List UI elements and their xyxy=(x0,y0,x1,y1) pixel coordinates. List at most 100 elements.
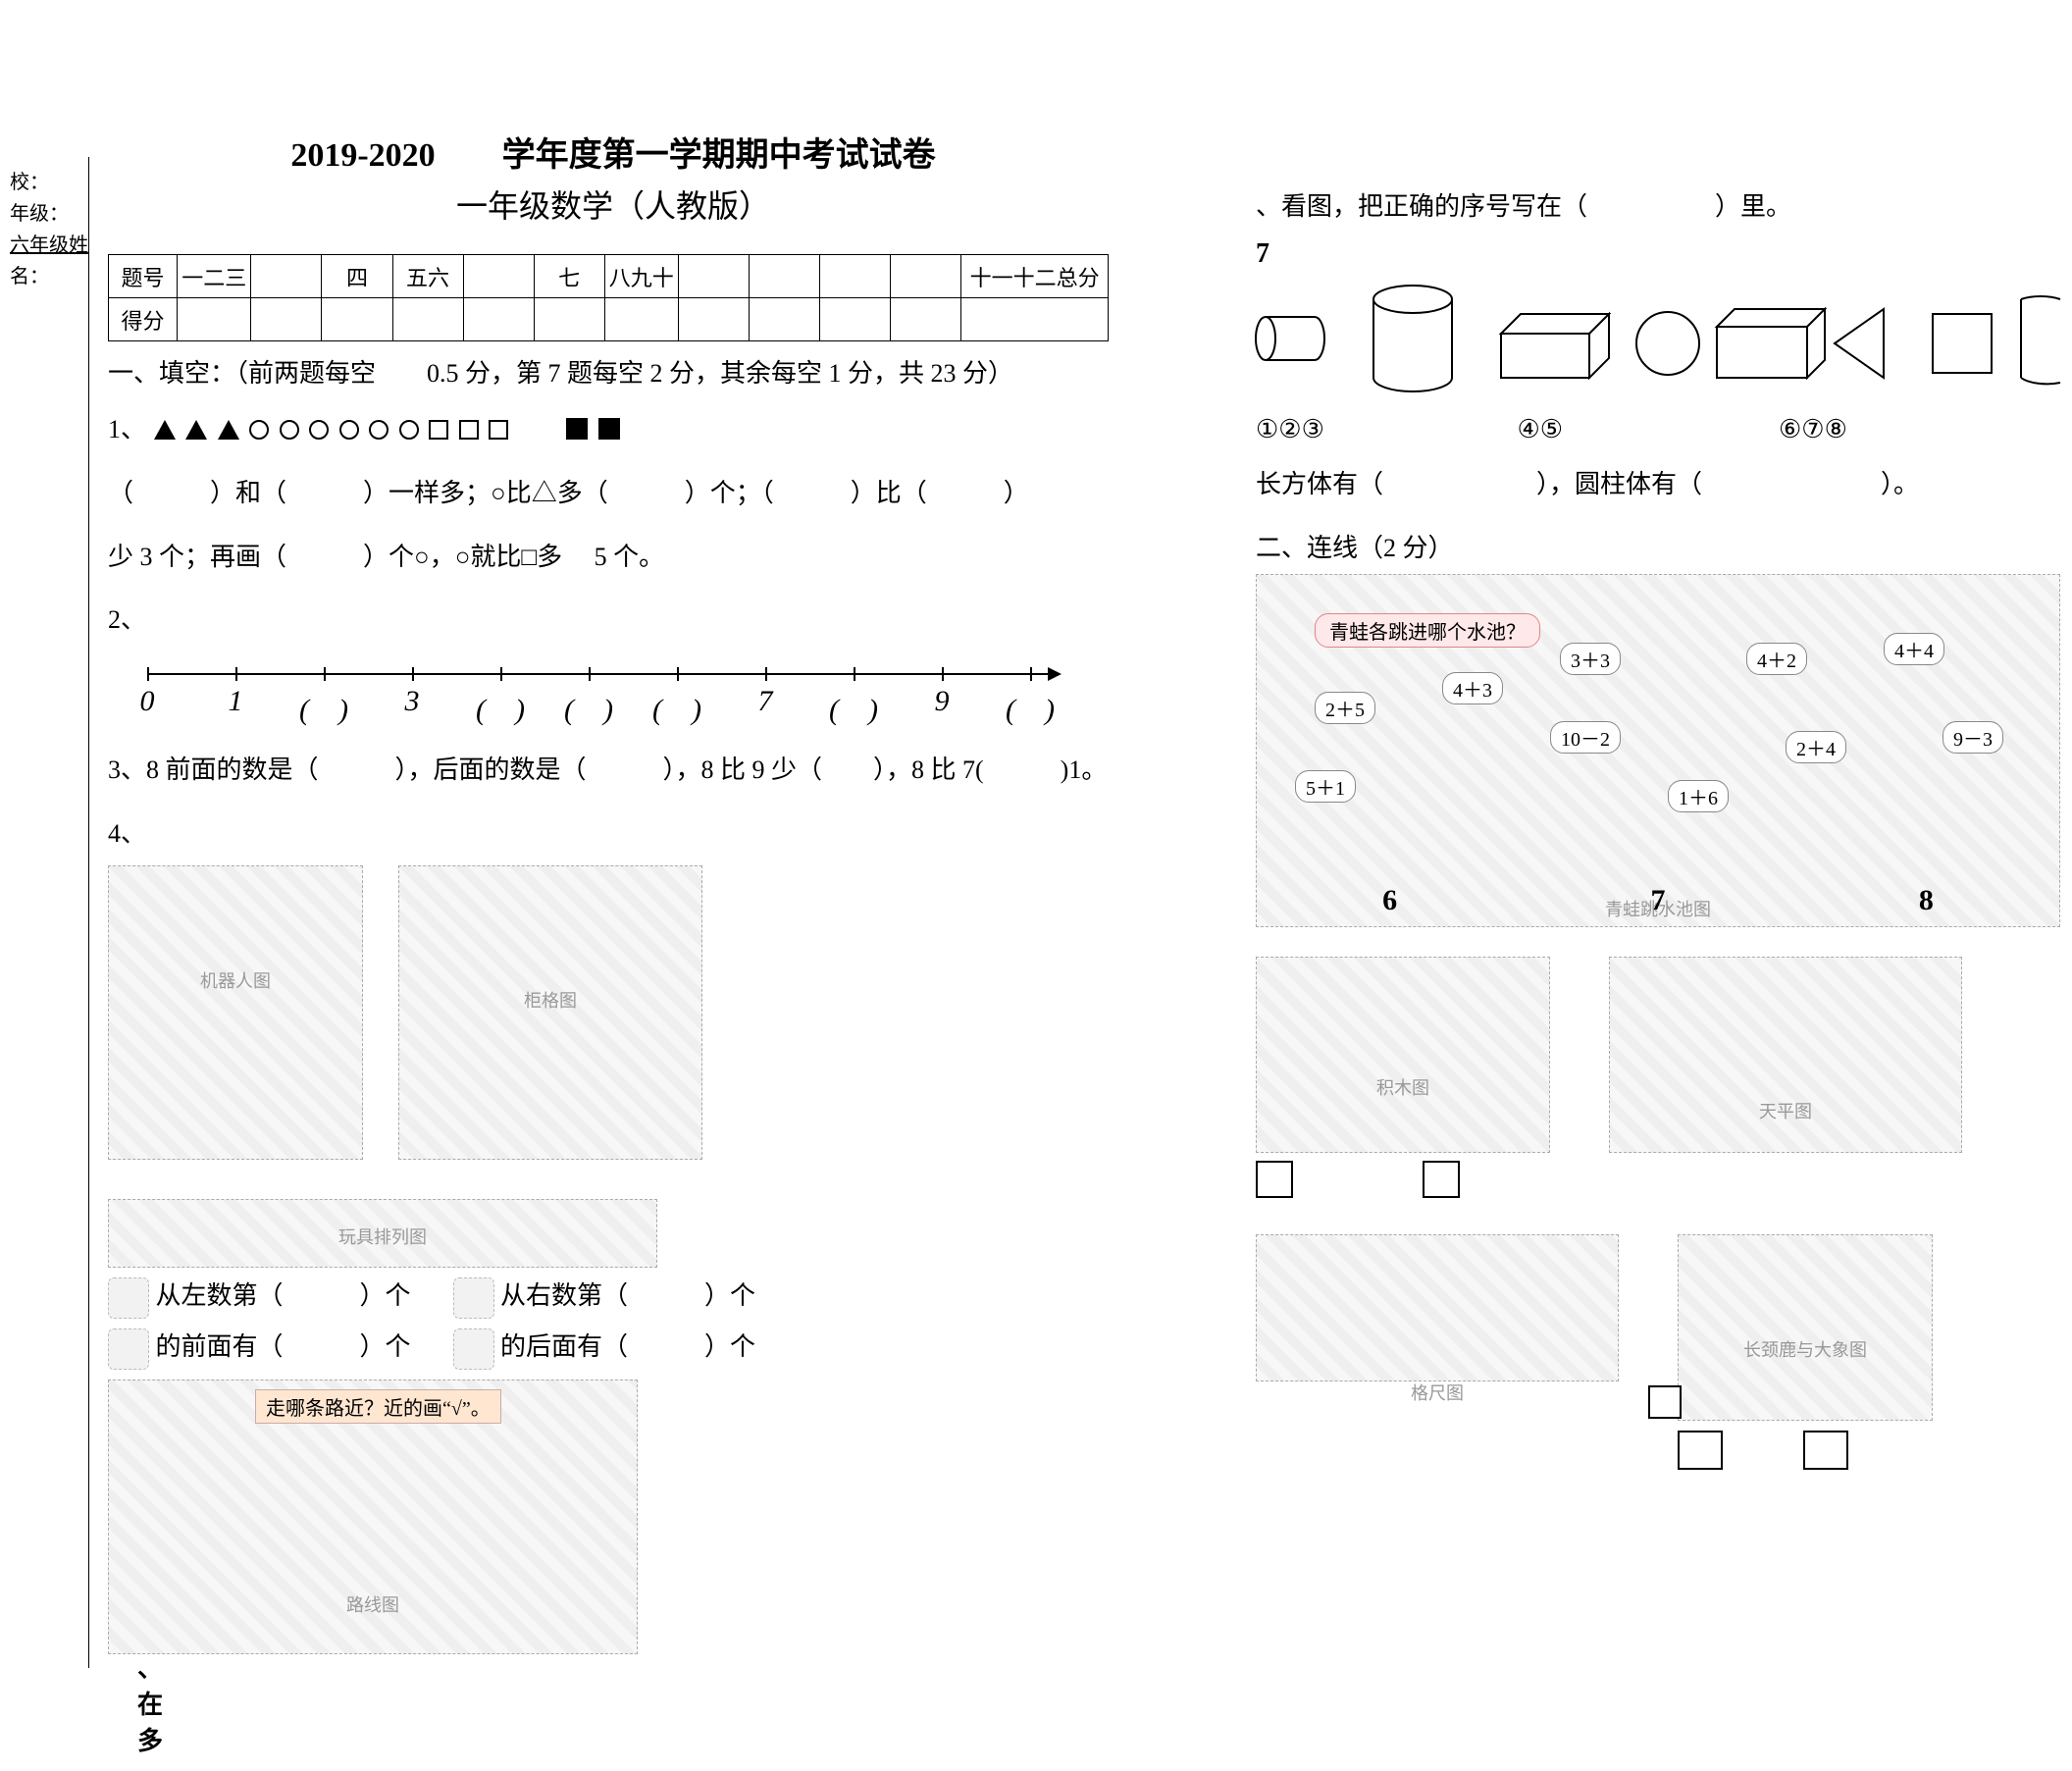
binding-margin: 校： 年级： 六年级姓 名： xyxy=(10,167,88,292)
sv-0 xyxy=(178,298,251,341)
number-line: 01( )3( )( )( )7( )9( ) xyxy=(147,653,1118,722)
sv-8 xyxy=(750,298,820,341)
square-icon xyxy=(429,420,448,440)
sc-5: 七 xyxy=(534,255,604,298)
tick-label: ( ) xyxy=(829,685,878,728)
cuboid2-icon xyxy=(1717,309,1825,378)
q7-text: 、看图，把正确的序号写在（ ）里。 xyxy=(1256,184,2060,231)
bn-3: 在 xyxy=(137,1685,163,1721)
q5-a-text: 从左数第（ ）个 xyxy=(156,1281,411,1310)
number-line-bar xyxy=(147,673,1050,675)
tick xyxy=(147,667,149,681)
frog-expression: 5＋1 xyxy=(1295,770,1356,803)
circle-icon xyxy=(369,420,388,440)
ruler-question: 格尺图 xyxy=(1256,1234,1619,1477)
tick xyxy=(589,667,591,681)
triangle-icon xyxy=(185,420,207,440)
pool-7: 7 xyxy=(1650,884,1665,917)
answer-box xyxy=(1648,1385,1682,1419)
side-grade6name: 六年级姓 xyxy=(10,230,88,261)
filled-square-icon xyxy=(566,418,588,440)
frog-expression: 1＋6 xyxy=(1668,780,1729,812)
frog-expression: 9－3 xyxy=(1942,721,2003,754)
q5-a: 从左数第（ ）个 从右数第（ ）个 xyxy=(108,1276,1118,1319)
right-column: 、看图，把正确的序号写在（ ）里。 7 xyxy=(1256,167,2060,1477)
sc-8 xyxy=(750,255,820,298)
q1-line3: 少 3 个；再画（ ）个○，○就比□多 5 个。 xyxy=(108,535,1118,581)
q4-label: 4、 xyxy=(108,811,1118,858)
cuboid-icon xyxy=(1501,314,1609,378)
shelf-image: 柜格图 xyxy=(398,865,702,1160)
answer-box xyxy=(1678,1431,1723,1470)
tick-label: 1 xyxy=(229,685,243,718)
q5-d-text: 的后面有（ ）个 xyxy=(500,1332,755,1361)
ruler-animals-row: 格尺图 长颈鹿与大象图 xyxy=(1256,1234,2060,1477)
triangle-icon xyxy=(1835,309,1884,378)
frog-question: 青蛙跳水池图 青蛙各跳进哪个水池？ 2＋54＋33＋310－24＋24＋45＋1… xyxy=(1256,574,2060,927)
q1-label: 1、 xyxy=(108,415,146,443)
score-row1-label: 题号 xyxy=(109,255,178,298)
tick-label: ( ) xyxy=(652,685,701,728)
sv-2 xyxy=(322,298,392,341)
side-grade: 年级： xyxy=(10,198,88,230)
sc-4 xyxy=(463,255,534,298)
frog-expression: 4＋3 xyxy=(1442,672,1503,704)
circle-icon xyxy=(339,420,359,440)
ruler-image: 格尺图 xyxy=(1256,1234,1619,1381)
rabbit-icon xyxy=(453,1277,494,1319)
nums-a: ①②③ xyxy=(1256,415,1511,444)
animals-image: 长颈鹿与大象图 xyxy=(1678,1234,1933,1421)
sv-11 xyxy=(961,298,1109,341)
scale-question: 天平图 xyxy=(1609,957,1962,1205)
tick xyxy=(235,667,237,681)
sc-11: 十一十二总分 xyxy=(961,255,1109,298)
square-icon xyxy=(1933,314,1992,373)
scale-image: 天平图 xyxy=(1609,957,1962,1153)
sc-1 xyxy=(251,255,322,298)
tick xyxy=(412,667,414,681)
flower-icon xyxy=(453,1328,494,1370)
sc-0: 一二三 xyxy=(178,255,251,298)
tick-label: 7 xyxy=(758,685,773,718)
square-icon xyxy=(459,420,479,440)
q5-c-text: 的前面有（ ）个 xyxy=(156,1332,411,1361)
tick-label: 9 xyxy=(935,685,950,718)
sv-6 xyxy=(604,298,678,341)
frog-expression: 2＋4 xyxy=(1786,731,1846,763)
answer-box xyxy=(1256,1161,1293,1198)
frog-expression: 4＋2 xyxy=(1746,643,1807,675)
blocks-image: 积木图 xyxy=(1256,957,1550,1153)
tick-label: ( ) xyxy=(476,685,525,728)
q1-shapes xyxy=(153,415,621,443)
q1-line2: （ ）和（ ）一样多；○比△多（ ）个；（ ）比（ ） xyxy=(108,471,1118,517)
answer-box xyxy=(1423,1161,1460,1198)
score-table: 题号 一二三 四 五六 七 八九十 十一十二总分 得分 xyxy=(108,254,1109,341)
section2-head: 二、连线（2 分） xyxy=(1256,528,2060,564)
frog-expression: 2＋5 xyxy=(1315,692,1375,724)
tick xyxy=(765,667,767,681)
sv-1 xyxy=(251,298,322,341)
nums-b: ④⑤ xyxy=(1518,415,1773,444)
q5-c: 的前面有（ ）个 的后面有（ ）个 xyxy=(108,1327,1118,1370)
long-prism-q: 长方体有（ ），圆柱体有（ ）。 xyxy=(1256,462,2060,508)
triangle-icon xyxy=(154,420,176,440)
circle-icon xyxy=(309,420,329,440)
q5-toy-row: 玩具排列图 xyxy=(108,1199,1118,1268)
sc-2: 四 xyxy=(322,255,392,298)
sc-9 xyxy=(820,255,891,298)
panda-icon xyxy=(108,1328,149,1370)
bn-4: 多 xyxy=(137,1721,163,1757)
tick-label: ( ) xyxy=(1006,685,1055,728)
pool-6: 6 xyxy=(1382,884,1397,917)
tick xyxy=(500,667,502,681)
score-row2-label: 得分 xyxy=(109,298,178,341)
tick xyxy=(677,667,679,681)
sc-10 xyxy=(891,255,961,298)
circle-icon xyxy=(280,420,299,440)
path-question: 路线图 走哪条路近？近的画“√”。 xyxy=(108,1380,1118,1654)
sv-5 xyxy=(534,298,604,341)
q3: 3、8 前面的数是（ ），后面的数是（ ），8 比 9 少（ ），8 比 7( … xyxy=(108,748,1118,794)
side-name: 名： xyxy=(10,261,88,292)
left-column: 2019-2020 学年度第一学期期中考试试卷 一年级数学（人教版） 题号 一二… xyxy=(108,128,1118,1654)
circled-nums: ①②③ ④⑤ ⑥⑦⑧ xyxy=(1256,415,2060,444)
